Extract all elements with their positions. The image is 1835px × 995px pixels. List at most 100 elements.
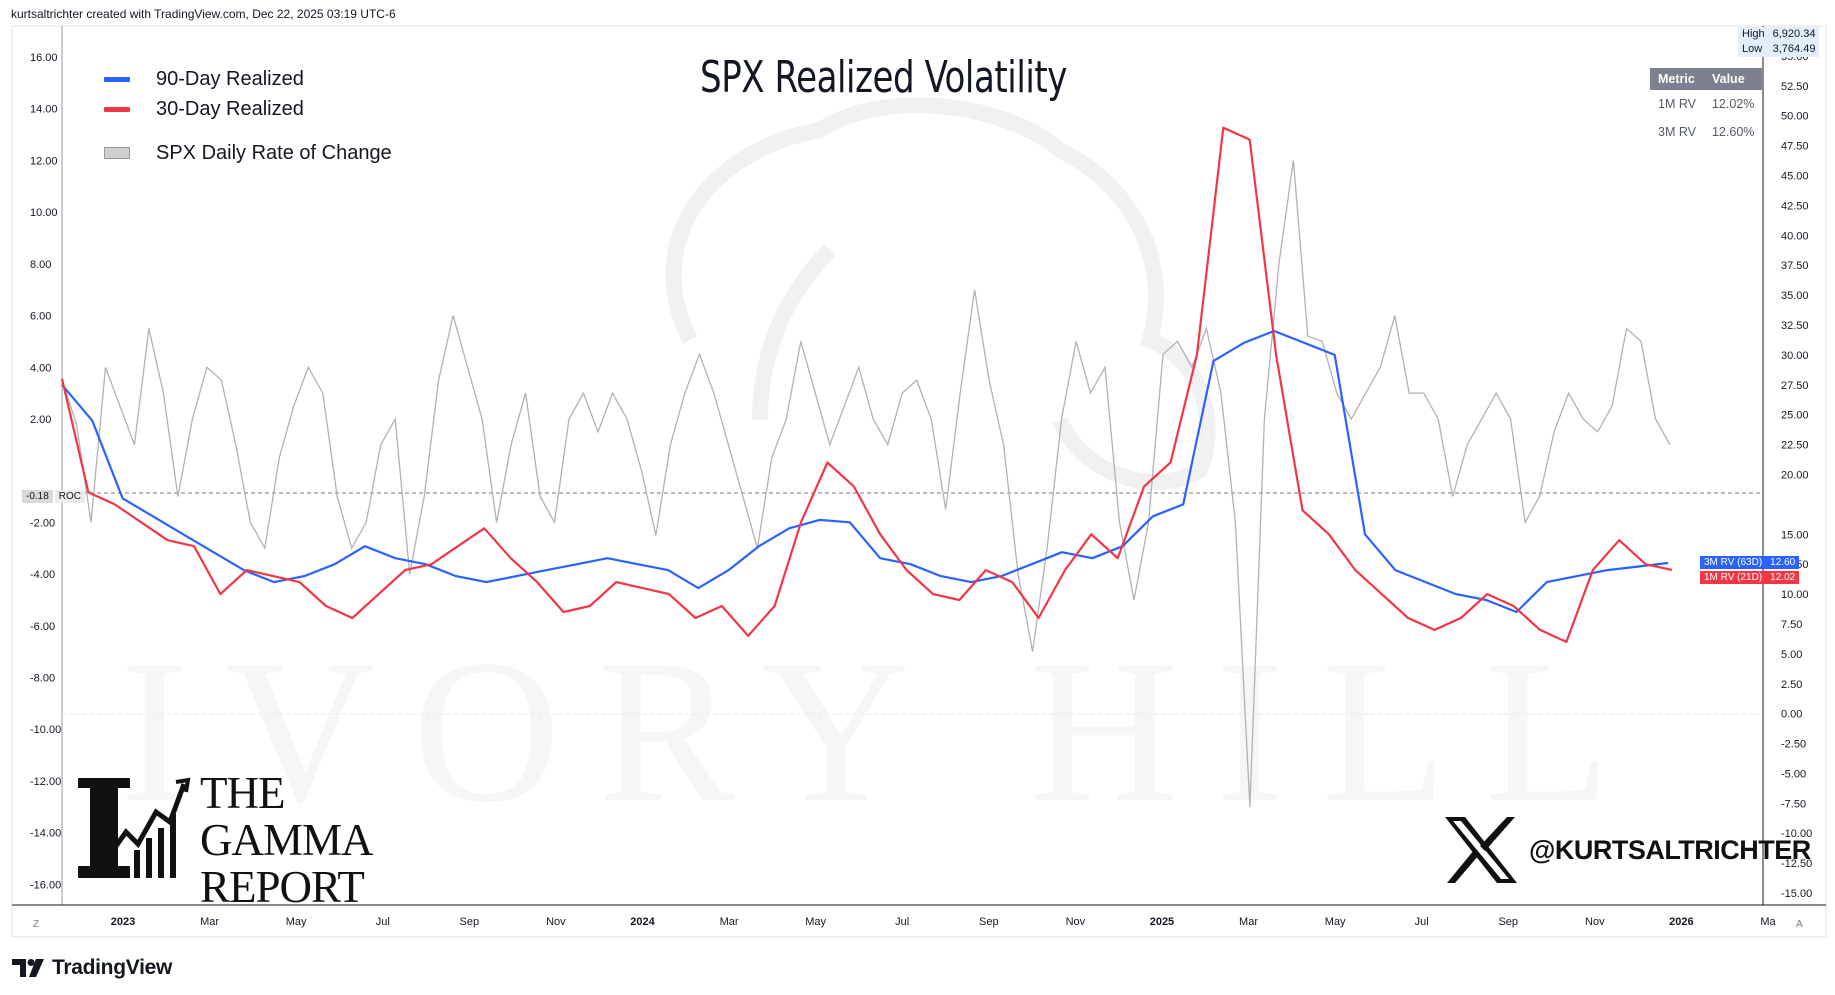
legend-swatch-roc: [104, 147, 130, 159]
metrics-table: Metric Value 1M RV 12.02% 3M RV 12.60%: [1650, 68, 1763, 146]
tradingview-logo-icon: [12, 959, 44, 977]
price-tag-1m: 1M RV (21D) 12.02: [1700, 571, 1800, 584]
right-tick-label: 40.00: [1781, 230, 1809, 242]
elephant-watermark-icon: [665, 97, 1216, 490]
x-tick-label: Nov: [1585, 916, 1605, 928]
right-tick-label: 20.00: [1781, 469, 1809, 481]
left-tick-label: -14.00: [30, 828, 61, 840]
right-tick-label: -2.50: [1781, 739, 1806, 751]
left-tick-label: 2.00: [30, 414, 51, 426]
table-row: 3M RV 12.60%: [1650, 118, 1762, 146]
gamma-line-1: THE: [200, 768, 285, 818]
left-tick-label: 8.00: [30, 259, 51, 271]
left-tick-label: -6.00: [30, 621, 55, 633]
x-tick-label: Jul: [1415, 916, 1429, 928]
rv-series: [60, 126, 1673, 643]
right-tick-label: 42.50: [1781, 200, 1809, 212]
right-tick-label: -10.00: [1781, 828, 1812, 840]
chart-credit: kurtsaltrichter created with TradingView…: [11, 7, 396, 21]
legend-label-90d: 90-Day Realized: [156, 67, 304, 90]
x-tick-label: May: [1325, 916, 1346, 928]
x-tick-label: Nov: [546, 916, 566, 928]
right-tick-label: 50.00: [1781, 111, 1809, 123]
left-tick-label: 4.00: [30, 362, 51, 374]
right-tick-label: 25.00: [1781, 410, 1809, 422]
metric-value: 12.02%: [1711, 97, 1755, 111]
x-tick-label: Mar: [1239, 916, 1258, 928]
x-handle[interactable]: @KURTSALTRICHTER: [1443, 815, 1811, 885]
legend-swatch-30d: [104, 106, 130, 112]
left-axis-ticks: 16.00 14.00 12.00 10.00 8.00 6.00 4.00 2.00 -2.0…: [30, 52, 61, 891]
left-tick-label: -12.00: [30, 776, 61, 788]
price-tag-1m-label: 1M RV (21D): [1704, 572, 1763, 583]
x-axis-ticks: 2023 Mar May Jul Sep Nov 2024 Mar May Jul Sep Nov 20…: [111, 916, 1777, 928]
price-tag-1m-value: 12.02: [1770, 572, 1796, 583]
right-tick-label: 27.50: [1781, 380, 1809, 392]
right-tick-label: 47.50: [1781, 141, 1809, 153]
right-tick-label: 0.00: [1781, 709, 1802, 721]
table-row: 1M RV 12.02%: [1650, 90, 1762, 118]
left-tick-label: -10.00: [30, 724, 61, 736]
price-tag-3m-value: 12.60: [1770, 557, 1796, 568]
legend-label-30d: 30-Day Realized: [156, 97, 304, 120]
right-tick-label: 22.50: [1781, 440, 1809, 452]
right-tick-label: 35.00: [1781, 290, 1809, 302]
rv-90-day-line[interactable]: [61, 329, 1669, 614]
metrics-header-value: Value: [1703, 68, 1763, 90]
right-tick-label: 7.50: [1781, 619, 1802, 631]
right-tick-label: 37.50: [1781, 260, 1809, 272]
right-tick-label: 52.50: [1781, 81, 1809, 93]
roc-value: -0.18: [22, 490, 53, 503]
x-tick-label: Nov: [1066, 916, 1086, 928]
low-label: Low: [1742, 43, 1763, 55]
x-tick-label: 2025: [1150, 916, 1174, 928]
rv-30-day-line[interactable]: [60, 126, 1673, 643]
high-low-box: High 6,920.34 Low 3,764.49: [1738, 27, 1820, 57]
x-tick-label: May: [805, 916, 826, 928]
legend-item-roc[interactable]: SPX Daily Rate of Change: [104, 138, 392, 168]
legend-label-roc: SPX Daily Rate of Change: [156, 141, 392, 164]
right-tick-label: -12.50: [1781, 858, 1812, 870]
right-tick-label: -7.50: [1781, 798, 1806, 810]
x-tick-label: Mar: [720, 916, 739, 928]
left-tick-label: 14.00: [30, 104, 58, 116]
left-tick-label: 10.00: [30, 207, 58, 219]
x-tick-label: Sep: [979, 916, 999, 928]
roc-name: ROC: [54, 490, 86, 503]
legend-item-30d[interactable]: 30-Day Realized: [104, 94, 392, 124]
legend-item-90d[interactable]: 90-Day Realized: [104, 64, 392, 94]
left-tick-label: 6.00: [30, 311, 51, 323]
left-tick-label: -2.00: [30, 517, 55, 529]
right-tick-label: 45.00: [1781, 170, 1809, 182]
high-label: High: [1742, 28, 1765, 40]
x-tick-label: Ma: [1760, 916, 1776, 928]
watermark: IVORY HILL: [120, 618, 1648, 845]
x-tick-label: Mar: [200, 916, 219, 928]
right-tick-label: 10.00: [1781, 589, 1809, 601]
tradingview-footer[interactable]: TradingView: [12, 955, 172, 981]
x-tick-label: Jul: [376, 916, 390, 928]
roc-line: [61, 160, 1671, 807]
price-tag-3m: 3M RV (63D) 12.60: [1700, 556, 1800, 569]
gamma-report-logo-icon: [78, 777, 191, 878]
x-tick-label: Sep: [1498, 916, 1518, 928]
left-tick-label: 16.00: [30, 52, 58, 64]
chart-title: SPX Realized Volatility: [700, 52, 1068, 103]
right-axis-ticks: 55.0052.5050.0047.5045.0042.5040.0037.50…: [1781, 51, 1812, 900]
metrics-header-row: Metric Value: [1650, 68, 1763, 90]
high-value: 6,920.34: [1772, 28, 1816, 40]
right-tick-label: 32.50: [1781, 320, 1809, 332]
legend: 90-Day Realized 30-Day Realized SPX Dail…: [104, 64, 392, 168]
x-logo-icon: [1445, 817, 1517, 883]
right-tick-label: -15.00: [1781, 888, 1812, 900]
x-tick-label: May: [286, 916, 307, 928]
metric-name: 3M RV: [1658, 125, 1696, 139]
right-tick-label: 2.50: [1781, 679, 1802, 691]
gamma-report-text: THE GAMMA REPORT: [200, 768, 374, 911]
right-tick-label: -5.00: [1781, 768, 1806, 780]
low-value: 3,764.49: [1772, 43, 1816, 55]
x-tick-label: Jul: [895, 916, 909, 928]
corner-left-label: Z: [33, 919, 40, 930]
corner-right-label: A: [1796, 919, 1803, 930]
